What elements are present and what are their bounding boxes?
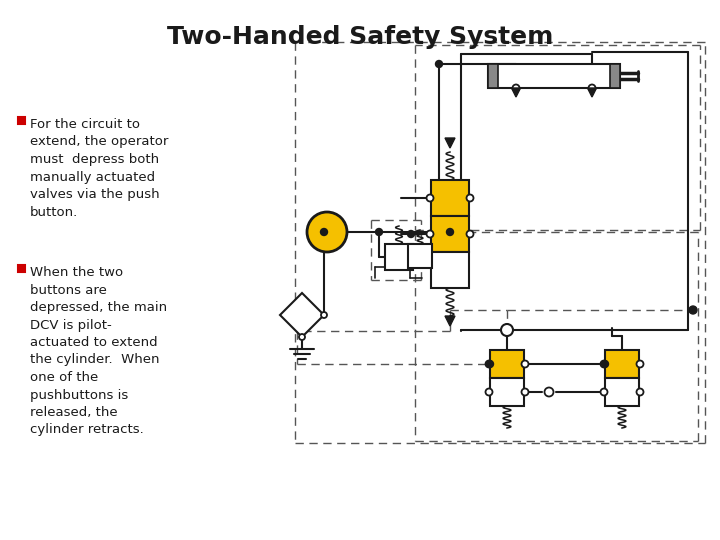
Bar (431, 216, 469, 252)
Bar (385, 244, 413, 270)
Text: Two-Handed Safety System: Two-Handed Safety System (167, 25, 553, 49)
Circle shape (689, 306, 697, 314)
Bar (605, 350, 639, 378)
Circle shape (513, 84, 520, 91)
Circle shape (636, 361, 644, 368)
Circle shape (467, 194, 474, 201)
Circle shape (501, 324, 513, 336)
Circle shape (600, 388, 608, 395)
Bar (488, 64, 498, 88)
Bar (18, 117, 25, 124)
Bar (488, 64, 620, 88)
Circle shape (446, 228, 454, 235)
Bar (490, 350, 524, 378)
Circle shape (436, 60, 443, 68)
Polygon shape (280, 293, 324, 337)
Circle shape (485, 361, 492, 368)
Circle shape (588, 84, 595, 91)
Bar (605, 378, 639, 406)
Circle shape (320, 228, 328, 235)
Circle shape (600, 361, 608, 368)
Bar (490, 378, 524, 406)
Circle shape (485, 388, 492, 395)
Bar (610, 64, 620, 88)
Circle shape (299, 334, 305, 340)
Circle shape (636, 388, 644, 395)
Polygon shape (511, 88, 521, 97)
Polygon shape (445, 138, 455, 148)
Circle shape (467, 231, 474, 238)
Circle shape (601, 361, 608, 368)
Polygon shape (588, 88, 596, 97)
Bar (431, 180, 469, 216)
Circle shape (408, 231, 415, 238)
Circle shape (307, 212, 347, 252)
Circle shape (321, 312, 327, 318)
Bar (431, 252, 469, 288)
Bar (408, 244, 432, 268)
Circle shape (426, 231, 433, 238)
Text: When the two
buttons are
depressed, the main
DCV is pilot-
actuated to extend
th: When the two buttons are depressed, the … (30, 266, 167, 436)
Circle shape (521, 388, 528, 395)
Circle shape (426, 194, 433, 201)
Text: For the circuit to
extend, the operator
must  depress both
manually actuated
val: For the circuit to extend, the operator … (30, 118, 168, 219)
Circle shape (521, 361, 528, 368)
Bar (18, 265, 25, 272)
Circle shape (544, 388, 554, 396)
Polygon shape (445, 316, 455, 326)
Circle shape (376, 228, 382, 235)
Circle shape (487, 361, 493, 368)
